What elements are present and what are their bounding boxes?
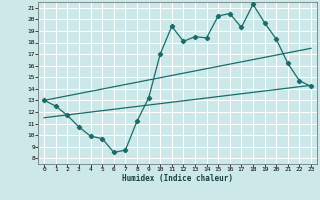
- X-axis label: Humidex (Indice chaleur): Humidex (Indice chaleur): [122, 174, 233, 183]
